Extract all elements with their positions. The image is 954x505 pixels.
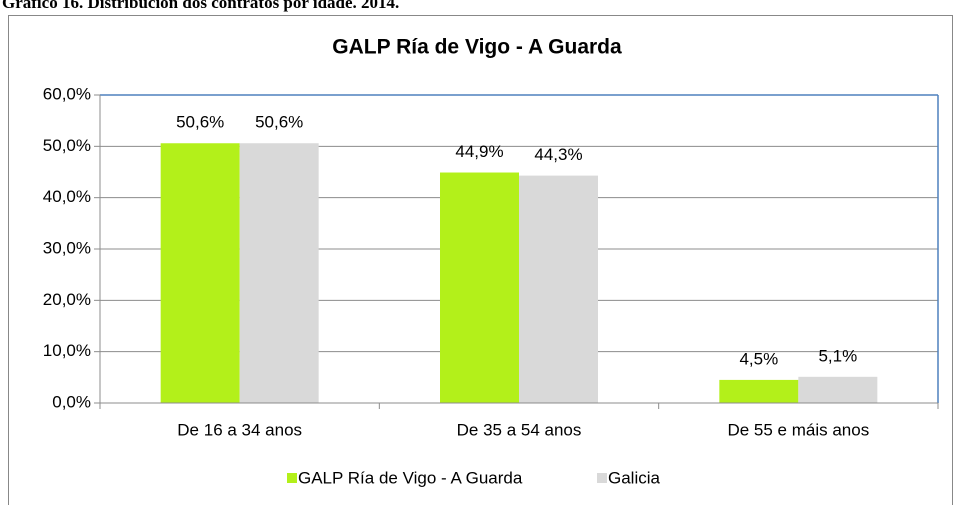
bar — [160, 143, 240, 403]
legend-label: GALP Ría de Vigo - A Guarda — [298, 468, 523, 487]
y-tick-label: 10,0% — [43, 341, 91, 360]
bar — [440, 172, 519, 403]
data-label: 4,5% — [739, 349, 778, 368]
y-tick-label: 40,0% — [43, 187, 91, 206]
caption: Gráfico 16. Distribución dos contratos p… — [2, 0, 399, 12]
bar — [239, 143, 319, 403]
x-tick-label: De 16 a 34 anos — [177, 420, 302, 439]
legend-label: Galicia — [608, 468, 661, 487]
chart-title: GALP Ría de Vigo - A Guarda — [332, 36, 622, 59]
x-tick-label: De 55 e máis anos — [727, 420, 869, 439]
data-label: 5,1% — [818, 346, 857, 365]
data-label: 44,9% — [455, 142, 503, 161]
legend-swatch — [597, 473, 607, 483]
data-label: 50,6% — [255, 113, 303, 132]
y-tick-label: 30,0% — [43, 238, 91, 257]
bar — [519, 175, 598, 403]
data-label: 50,6% — [176, 113, 224, 132]
y-tick-label: 50,0% — [43, 136, 91, 155]
x-tick-label: De 35 a 54 anos — [457, 420, 582, 439]
bar — [719, 379, 799, 403]
legend-swatch — [287, 473, 297, 483]
y-tick-label: 0,0% — [52, 392, 91, 411]
chart-frame — [8, 15, 953, 505]
y-tick-label: 20,0% — [43, 290, 91, 309]
data-label: 44,3% — [534, 145, 582, 164]
bar — [798, 376, 878, 403]
y-tick-label: 60,0% — [43, 84, 91, 103]
